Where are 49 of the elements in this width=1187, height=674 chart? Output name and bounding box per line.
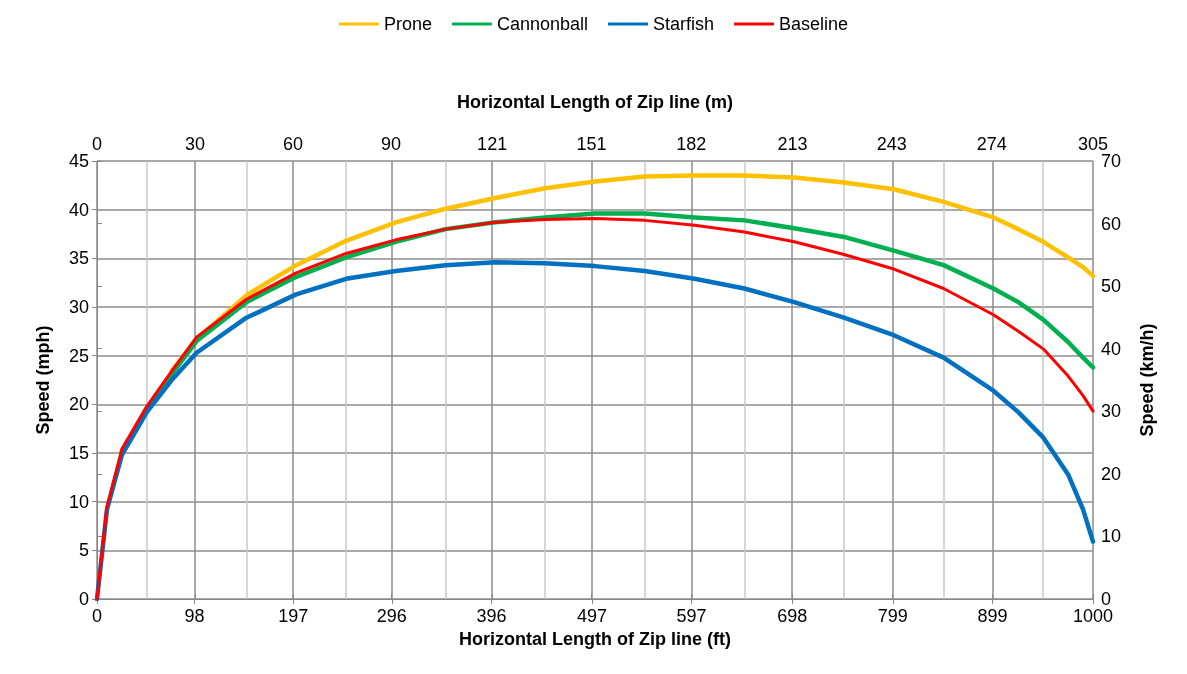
line-series xyxy=(169,173,1096,374)
x-tick-label: 799 xyxy=(877,606,908,626)
legend-label: Prone xyxy=(383,14,432,34)
x2-tick-label: 60 xyxy=(282,134,303,154)
x2-tick-label: 274 xyxy=(976,134,1007,154)
x2-tick-label: 305 xyxy=(1077,134,1109,154)
y-axis-title: Speed (mph) xyxy=(33,325,53,435)
y2-tick-label: 20 xyxy=(1101,463,1122,484)
x-tick-label: 497 xyxy=(576,606,608,626)
x2-tick-label: 0 xyxy=(91,134,103,154)
y2-tick-label: 60 xyxy=(1101,213,1122,234)
y-tick-label: 10 xyxy=(68,491,89,512)
y-tick-label: 5 xyxy=(78,540,89,561)
y2-tick-label: 30 xyxy=(1101,401,1122,422)
x-tick-label: 98 xyxy=(184,606,205,626)
x2-tick-label: 182 xyxy=(676,134,707,154)
y2-tick-label: 0 xyxy=(1101,589,1112,609)
x-tick-label: 396 xyxy=(476,606,507,626)
x2-tick-label: 151 xyxy=(576,134,607,154)
x-tick-label: 899 xyxy=(977,606,1008,626)
y-tick-label: 35 xyxy=(68,248,89,269)
legend-label: Baseline xyxy=(779,14,849,34)
x2-tick-label: 243 xyxy=(876,134,907,154)
y-tick-label: 0 xyxy=(78,589,89,609)
x2-tick-label: 213 xyxy=(777,134,808,154)
x-tick-label: 0 xyxy=(91,606,103,626)
x-tick-label: 698 xyxy=(777,606,808,626)
x2-tick-label: 30 xyxy=(184,134,205,154)
x-tick-label: 197 xyxy=(278,606,309,626)
legend-label: Starfish xyxy=(653,14,715,34)
x-tick-label: 1000 xyxy=(1072,606,1114,626)
y-tick-label: 30 xyxy=(68,297,89,317)
y2-tick-label: 40 xyxy=(1101,338,1122,359)
y2-tick-label: 10 xyxy=(1101,526,1122,547)
x2-tick-label: 121 xyxy=(477,134,508,154)
x2-tick-label: 90 xyxy=(380,134,401,154)
y2-tick-label: 50 xyxy=(1101,276,1122,297)
x-tick-label: 296 xyxy=(376,606,407,626)
x2-axis-title: Horizontal Length of Zip line (m) xyxy=(457,92,733,112)
y2-tick-label: 70 xyxy=(1101,151,1122,171)
legend-label: Cannonball xyxy=(496,14,589,34)
x-tick-label: 597 xyxy=(676,606,707,626)
y2-axis-title: Speed (km/h) xyxy=(1137,323,1157,437)
y-tick-label: 40 xyxy=(68,199,89,220)
y-tick-label: 20 xyxy=(68,394,89,415)
y-tick-label: 25 xyxy=(68,345,89,366)
y-tick-label: 15 xyxy=(68,443,89,463)
y-tick-label: 45 xyxy=(68,151,89,171)
x-axis-title: Horizontal Length of Zip line (ft) xyxy=(459,628,731,649)
